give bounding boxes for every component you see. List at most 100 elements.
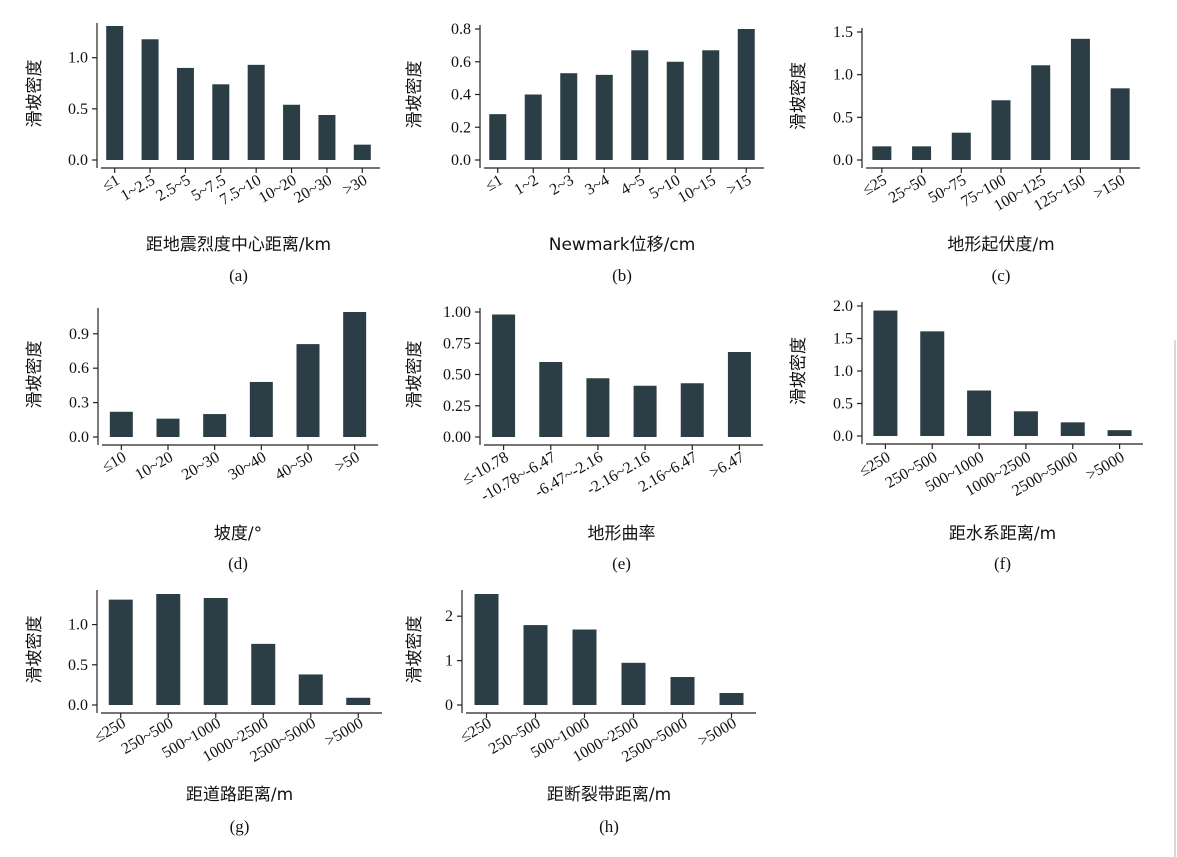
bar xyxy=(249,381,273,437)
y-axis-title: 滑坡密度 xyxy=(25,341,45,409)
panel-e: 0.000.250.500.751.00≤-10.78-10.78~-6.47-… xyxy=(405,304,763,573)
y-tick-label: 0.25 xyxy=(443,398,471,415)
bar xyxy=(991,100,1011,160)
x-tick-label: 30~40 xyxy=(226,449,270,484)
bar xyxy=(560,73,578,160)
bar xyxy=(586,378,610,437)
bar xyxy=(719,693,744,705)
bar xyxy=(474,594,499,705)
x-tick-label: >6.47 xyxy=(707,449,748,482)
panel-tag: (a) xyxy=(229,266,248,285)
y-axis-title: 滑坡密度 xyxy=(25,60,45,128)
y-tick-label: 0.00 xyxy=(443,429,471,446)
y-tick-label: 1.0 xyxy=(833,363,853,380)
bar xyxy=(109,411,133,437)
y-axis-title: 滑坡密度 xyxy=(25,616,45,684)
y-tick-label: 0.75 xyxy=(443,335,471,352)
y-tick-label: 0.2 xyxy=(451,119,471,136)
y-tick-label: 0.5 xyxy=(833,396,853,413)
bar xyxy=(1070,38,1090,160)
x-axis-title: 距道路距离/m xyxy=(186,785,293,805)
y-tick-label: 1.0 xyxy=(68,50,88,67)
bar xyxy=(621,662,646,705)
x-axis-title: 坡度/° xyxy=(214,524,262,544)
x-tick-label: >5000 xyxy=(322,715,366,750)
y-tick-label: 2 xyxy=(445,608,453,625)
bar xyxy=(251,643,276,705)
x-axis-title: Newmark位移/cm xyxy=(549,235,696,255)
bar xyxy=(176,67,194,160)
x-axis-title: 距断裂带距离/m xyxy=(547,785,671,805)
bar xyxy=(727,352,751,437)
bar xyxy=(702,50,720,160)
bar xyxy=(106,25,124,160)
bar xyxy=(489,114,507,160)
x-tick-label: 40~50 xyxy=(272,449,316,484)
page-edge-line xyxy=(1174,340,1176,857)
x-axis-title: 距水系距离/m xyxy=(949,524,1056,544)
bar xyxy=(873,310,898,436)
bar xyxy=(156,418,180,437)
y-tick-label: 1.5 xyxy=(833,24,853,41)
bar xyxy=(524,94,542,160)
x-tick-label: >5000 xyxy=(1084,449,1128,484)
bar xyxy=(203,414,227,437)
y-axis-title: 滑坡密度 xyxy=(405,61,425,129)
bar xyxy=(633,385,657,437)
bar xyxy=(492,314,516,437)
bar xyxy=(737,29,755,160)
y-tick-label: 0.6 xyxy=(69,360,89,377)
x-tick-label: >50 xyxy=(332,449,362,476)
y-tick-label: 1.0 xyxy=(68,617,88,634)
bar xyxy=(967,390,992,436)
y-tick-label: 0.8 xyxy=(451,21,471,38)
y-tick-label: 0.5 xyxy=(68,101,88,118)
x-tick-label: >150 xyxy=(1091,172,1128,203)
y-axis-title: 滑坡密度 xyxy=(789,337,809,405)
bar xyxy=(283,104,301,160)
bar xyxy=(523,625,548,705)
bar xyxy=(872,146,892,160)
x-axis-title: 地形曲率 xyxy=(588,524,656,544)
y-tick-label: 0.0 xyxy=(833,152,853,169)
bar xyxy=(296,344,320,437)
x-tick-label: 10~15 xyxy=(675,172,719,207)
y-tick-label: 0.9 xyxy=(69,326,89,343)
y-tick-label: 0.4 xyxy=(451,87,471,104)
bar xyxy=(920,331,945,436)
panel-tag: (f) xyxy=(994,554,1011,573)
y-tick-label: 1.0 xyxy=(833,67,853,84)
y-tick-label: 0.0 xyxy=(451,152,471,169)
y-tick-label: 0.0 xyxy=(68,152,88,169)
panel-c: 0.00.51.01.5≤2525~5050~7575~100100~12512… xyxy=(789,24,1140,285)
bar xyxy=(353,144,371,160)
x-tick-label: ≤1 xyxy=(100,172,123,195)
x-tick-label: ≤25 xyxy=(860,172,890,199)
bar xyxy=(680,383,704,437)
bar xyxy=(951,132,971,160)
panel-tag: (c) xyxy=(992,266,1011,285)
panel-f: 0.00.51.01.52.0≤250250~500500~10001000~2… xyxy=(789,298,1143,573)
x-tick-label: >30 xyxy=(340,172,370,199)
bar xyxy=(247,64,265,160)
bar xyxy=(343,312,367,437)
bar xyxy=(595,74,613,160)
x-axis-title: 地形起伏度/m xyxy=(947,235,1054,255)
bar xyxy=(1031,65,1051,160)
x-tick-label: >15 xyxy=(724,172,754,199)
y-tick-label: 0.3 xyxy=(69,395,89,412)
x-axis-title: 距地震烈度中心距离/km xyxy=(146,235,331,255)
bar xyxy=(1110,88,1130,160)
panel-tag: (d) xyxy=(228,554,248,573)
bar xyxy=(212,84,230,160)
x-tick-label: 10~20 xyxy=(256,172,300,207)
panel-tag: (b) xyxy=(612,266,632,285)
x-tick-label: 10~20 xyxy=(132,449,176,484)
y-tick-label: 0.0 xyxy=(833,428,853,445)
bar xyxy=(108,599,133,705)
bar xyxy=(912,146,932,160)
bar xyxy=(156,594,181,705)
y-axis-title: 滑坡密度 xyxy=(405,616,425,684)
